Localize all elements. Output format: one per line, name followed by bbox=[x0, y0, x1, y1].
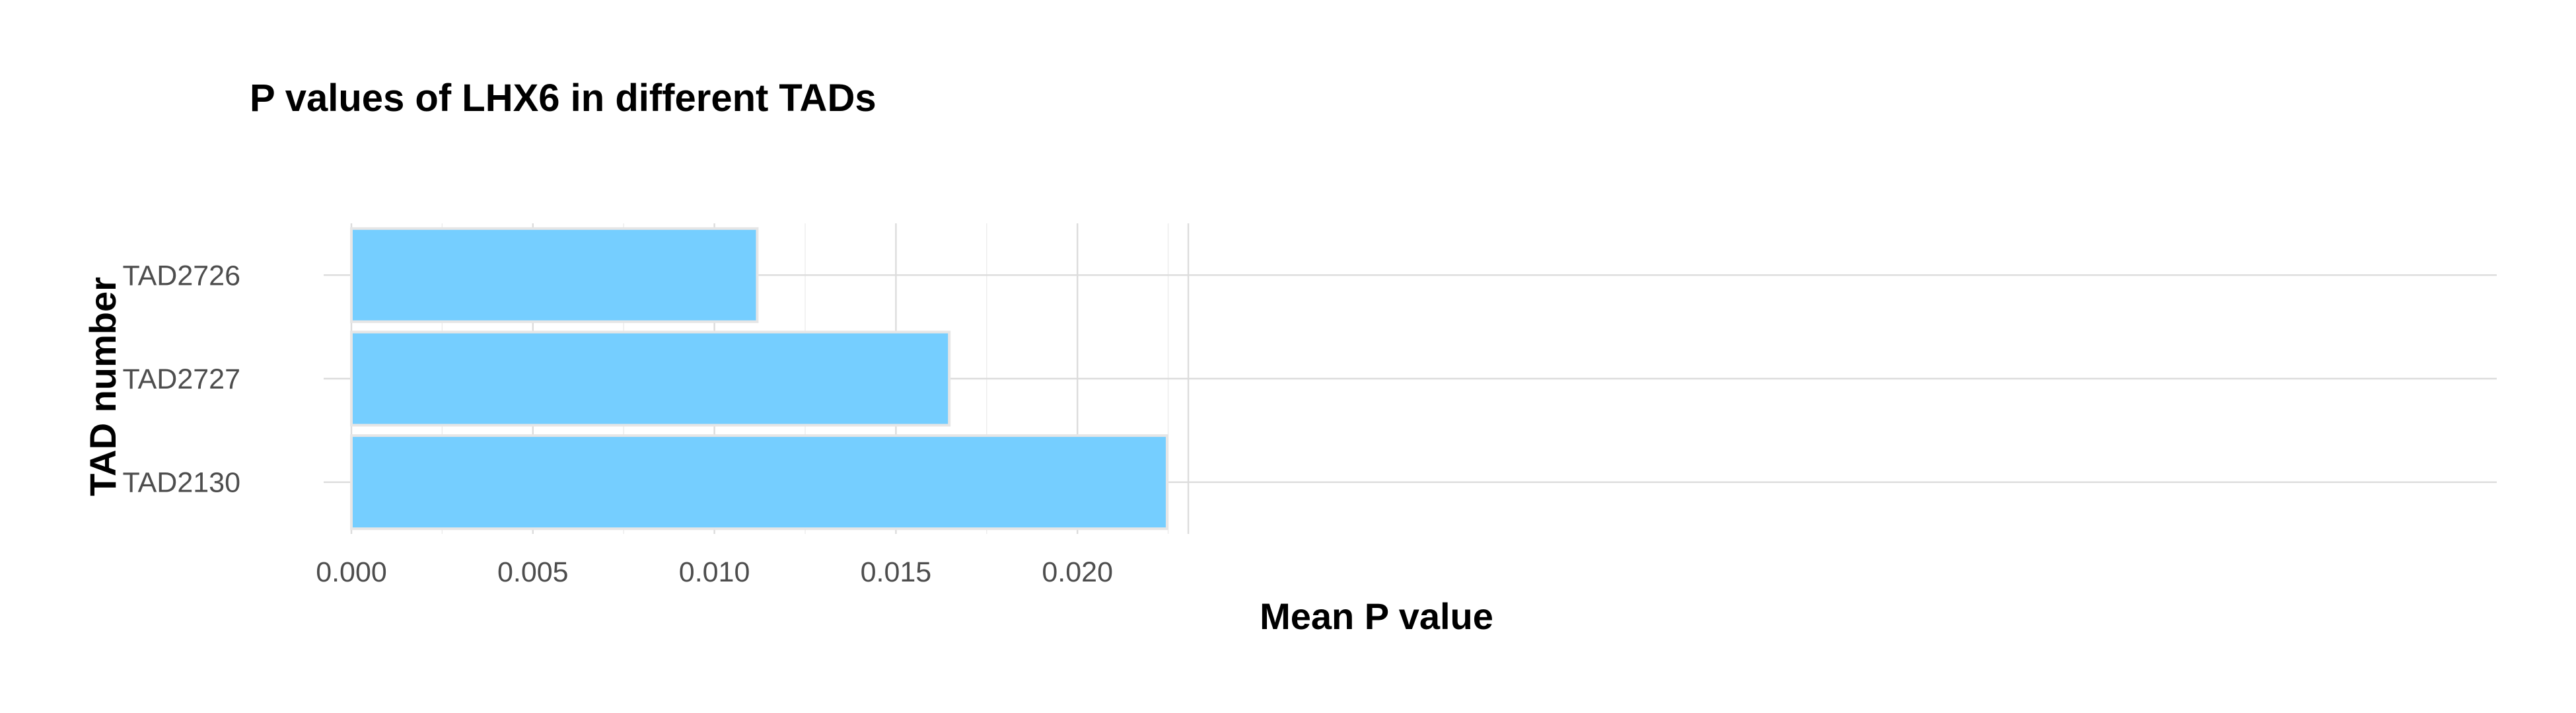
bar-tad2727 bbox=[350, 330, 951, 427]
x-tick-label: 0.020 bbox=[1042, 556, 1113, 588]
bar-tad2130 bbox=[350, 434, 1168, 531]
x-tick-labels: 0.000 0.005 0.010 0.015 0.020 bbox=[316, 556, 1113, 588]
y-tick-label: TAD2726 bbox=[123, 260, 240, 291]
y-tick-labels: TAD2726 TAD2727 TAD2130 bbox=[123, 260, 240, 498]
y-tick-label: TAD2727 bbox=[123, 363, 240, 395]
bar-tad2726 bbox=[350, 227, 759, 323]
x-tick-label: 0.010 bbox=[679, 556, 750, 588]
x-tick-label: 0.005 bbox=[497, 556, 569, 588]
x-axis-title: Mean P value bbox=[1260, 595, 1493, 637]
y-tick-label: TAD2130 bbox=[123, 467, 240, 499]
bars bbox=[350, 227, 1168, 531]
chart-title: P values of LHX6 in different TADs bbox=[250, 77, 877, 120]
x-tick-label: 0.015 bbox=[861, 556, 932, 588]
x-tick-label: 0.000 bbox=[316, 556, 387, 588]
y-axis-title: TAD number bbox=[82, 277, 124, 496]
